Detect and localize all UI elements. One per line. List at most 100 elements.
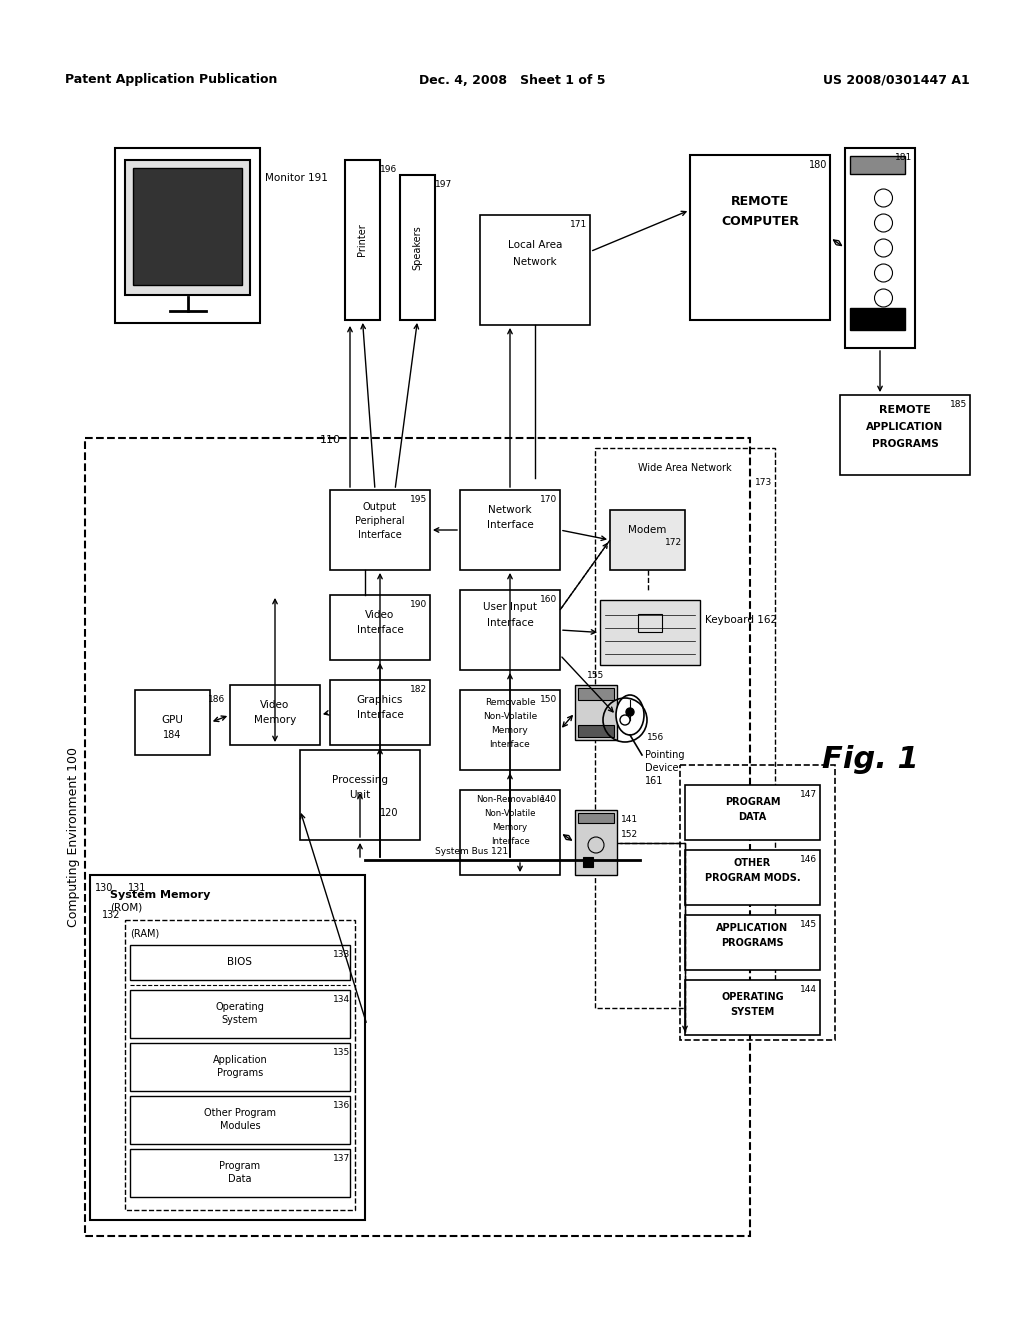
- Text: 156: 156: [647, 734, 665, 742]
- Bar: [480, 215, 590, 325]
- Bar: [135, 690, 210, 755]
- Text: Removable: Removable: [484, 698, 536, 708]
- Bar: [578, 688, 614, 700]
- Bar: [133, 168, 242, 285]
- Text: 120: 120: [380, 808, 398, 818]
- Bar: [300, 750, 420, 840]
- Text: 136: 136: [333, 1101, 350, 1110]
- Bar: [130, 1148, 350, 1197]
- Text: Interface: Interface: [490, 837, 529, 846]
- Bar: [575, 810, 617, 875]
- Text: 146: 146: [800, 855, 817, 865]
- Circle shape: [626, 708, 634, 715]
- Bar: [330, 595, 430, 660]
- Bar: [595, 447, 775, 1008]
- Text: Network: Network: [488, 506, 531, 515]
- Bar: [460, 490, 560, 570]
- Text: 181: 181: [895, 153, 912, 162]
- Text: 172: 172: [665, 539, 682, 546]
- Text: BIOS: BIOS: [227, 957, 253, 968]
- Text: Interface: Interface: [358, 531, 401, 540]
- Text: Non-Volatile: Non-Volatile: [483, 711, 538, 721]
- Text: System Memory: System Memory: [110, 890, 210, 900]
- Text: PROGRAMS: PROGRAMS: [721, 939, 783, 948]
- Text: Patent Application Publication: Patent Application Publication: [65, 74, 278, 87]
- Text: Processing: Processing: [332, 775, 388, 785]
- Text: 161: 161: [645, 776, 664, 785]
- Bar: [685, 979, 820, 1035]
- Text: Pointing: Pointing: [645, 750, 684, 760]
- Bar: [230, 685, 319, 744]
- Bar: [578, 813, 614, 822]
- Text: APPLICATION: APPLICATION: [866, 422, 944, 432]
- Text: 147: 147: [800, 789, 817, 799]
- Text: 185: 185: [949, 400, 967, 409]
- Text: Other Program: Other Program: [204, 1107, 276, 1118]
- Bar: [90, 875, 365, 1220]
- Text: Operating: Operating: [216, 1002, 264, 1012]
- Text: Non-Volatile: Non-Volatile: [484, 809, 536, 818]
- Bar: [460, 789, 560, 875]
- Text: Device: Device: [645, 763, 679, 774]
- Bar: [685, 785, 820, 840]
- Text: OTHER: OTHER: [734, 858, 771, 869]
- Text: 160: 160: [540, 595, 557, 605]
- Text: Application: Application: [213, 1055, 267, 1065]
- Text: Programs: Programs: [217, 1068, 263, 1078]
- Text: Monitor 191: Monitor 191: [265, 173, 328, 183]
- Bar: [130, 1096, 350, 1144]
- Text: Printer: Printer: [357, 223, 368, 256]
- Text: System: System: [222, 1015, 258, 1026]
- Text: OPERATING: OPERATING: [721, 993, 783, 1002]
- Text: US 2008/0301447 A1: US 2008/0301447 A1: [823, 74, 970, 87]
- Text: (ROM): (ROM): [110, 903, 142, 913]
- Text: 196: 196: [380, 165, 397, 174]
- Text: APPLICATION: APPLICATION: [717, 923, 788, 933]
- Text: Memory: Memory: [254, 715, 296, 725]
- Bar: [400, 176, 435, 319]
- Bar: [685, 850, 820, 906]
- Text: 110: 110: [319, 436, 341, 445]
- Text: 180: 180: [809, 160, 827, 170]
- Text: 197: 197: [435, 180, 453, 189]
- Bar: [850, 156, 905, 174]
- Text: 186: 186: [208, 696, 225, 704]
- Bar: [690, 154, 830, 319]
- Text: PROGRAM MODS.: PROGRAM MODS.: [705, 873, 801, 883]
- Text: Interface: Interface: [486, 520, 534, 531]
- Text: 141: 141: [621, 814, 638, 824]
- Text: Interface: Interface: [489, 741, 530, 748]
- Text: 130: 130: [95, 883, 114, 894]
- Text: Unit: Unit: [349, 789, 371, 800]
- Text: 152: 152: [621, 830, 638, 840]
- Text: Data: Data: [228, 1173, 252, 1184]
- Text: 135: 135: [333, 1048, 350, 1057]
- Text: 184: 184: [163, 730, 181, 741]
- Text: DATA: DATA: [738, 812, 767, 822]
- Text: 145: 145: [800, 920, 817, 929]
- Ellipse shape: [616, 696, 644, 735]
- Text: Interface: Interface: [356, 624, 403, 635]
- Text: Video: Video: [366, 610, 394, 620]
- Text: Memory: Memory: [492, 726, 528, 735]
- Text: 170: 170: [540, 495, 557, 504]
- Text: REMOTE: REMOTE: [879, 405, 931, 414]
- Bar: [840, 395, 970, 475]
- Text: REMOTE: REMOTE: [731, 195, 790, 209]
- Text: 150: 150: [540, 696, 557, 704]
- Text: 144: 144: [800, 985, 817, 994]
- Text: PROGRAM: PROGRAM: [725, 797, 780, 807]
- Text: 195: 195: [410, 495, 427, 504]
- Text: User Input: User Input: [483, 602, 537, 612]
- Text: Computing Environment 100: Computing Environment 100: [67, 747, 80, 927]
- Bar: [345, 160, 380, 319]
- Bar: [685, 915, 820, 970]
- Text: Non-Removable: Non-Removable: [476, 795, 545, 804]
- Text: Local Area: Local Area: [508, 240, 562, 249]
- Text: 190: 190: [410, 601, 427, 609]
- Text: PROGRAMS: PROGRAMS: [871, 440, 938, 449]
- Text: 173: 173: [755, 478, 772, 487]
- Text: 134: 134: [333, 995, 350, 1005]
- Text: Modules: Modules: [220, 1121, 260, 1131]
- Bar: [850, 308, 905, 330]
